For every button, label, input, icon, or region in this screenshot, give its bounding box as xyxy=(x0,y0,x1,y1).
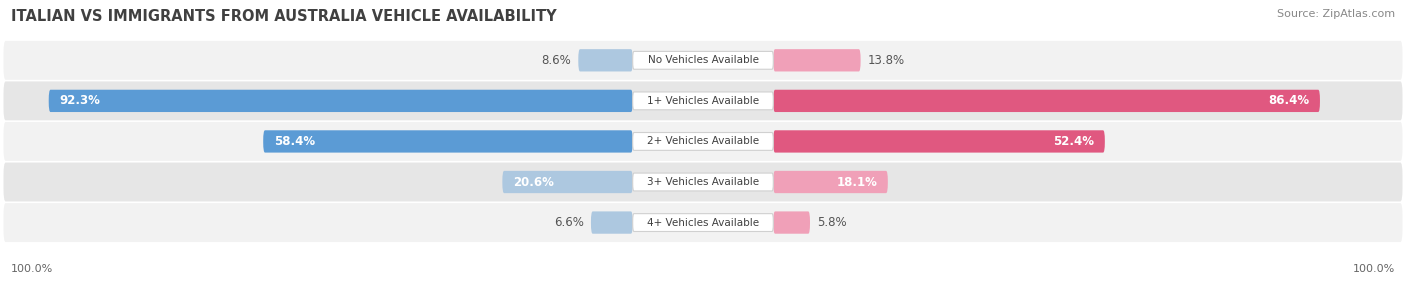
Text: 8.6%: 8.6% xyxy=(541,54,571,67)
Text: No Vehicles Available: No Vehicles Available xyxy=(648,55,758,65)
FancyBboxPatch shape xyxy=(633,51,773,69)
FancyBboxPatch shape xyxy=(3,41,1403,80)
FancyBboxPatch shape xyxy=(263,130,633,153)
Text: 13.8%: 13.8% xyxy=(868,54,905,67)
FancyBboxPatch shape xyxy=(633,214,773,231)
FancyBboxPatch shape xyxy=(773,130,1105,153)
Text: 4+ Vehicles Available: 4+ Vehicles Available xyxy=(647,218,759,228)
FancyBboxPatch shape xyxy=(773,171,887,193)
Text: 2+ Vehicles Available: 2+ Vehicles Available xyxy=(647,136,759,146)
Text: 100.0%: 100.0% xyxy=(1353,264,1395,274)
FancyBboxPatch shape xyxy=(773,90,1320,112)
Text: 100.0%: 100.0% xyxy=(11,264,53,274)
Text: 86.4%: 86.4% xyxy=(1268,94,1309,107)
FancyBboxPatch shape xyxy=(3,122,1403,161)
FancyBboxPatch shape xyxy=(578,49,633,72)
Text: 18.1%: 18.1% xyxy=(837,176,877,188)
Text: 6.6%: 6.6% xyxy=(554,216,583,229)
Text: 92.3%: 92.3% xyxy=(59,94,100,107)
Text: 52.4%: 52.4% xyxy=(1053,135,1094,148)
Text: 20.6%: 20.6% xyxy=(513,176,554,188)
FancyBboxPatch shape xyxy=(502,171,633,193)
Text: 58.4%: 58.4% xyxy=(274,135,315,148)
FancyBboxPatch shape xyxy=(49,90,633,112)
Text: Source: ZipAtlas.com: Source: ZipAtlas.com xyxy=(1277,9,1395,19)
Text: 1+ Vehicles Available: 1+ Vehicles Available xyxy=(647,96,759,106)
Text: 5.8%: 5.8% xyxy=(817,216,846,229)
FancyBboxPatch shape xyxy=(591,211,633,234)
FancyBboxPatch shape xyxy=(3,203,1403,242)
FancyBboxPatch shape xyxy=(3,162,1403,201)
FancyBboxPatch shape xyxy=(773,49,860,72)
Text: 3+ Vehicles Available: 3+ Vehicles Available xyxy=(647,177,759,187)
FancyBboxPatch shape xyxy=(3,82,1403,120)
FancyBboxPatch shape xyxy=(633,92,773,110)
FancyBboxPatch shape xyxy=(633,173,773,191)
FancyBboxPatch shape xyxy=(633,132,773,150)
Text: ITALIAN VS IMMIGRANTS FROM AUSTRALIA VEHICLE AVAILABILITY: ITALIAN VS IMMIGRANTS FROM AUSTRALIA VEH… xyxy=(11,9,557,23)
FancyBboxPatch shape xyxy=(773,211,810,234)
